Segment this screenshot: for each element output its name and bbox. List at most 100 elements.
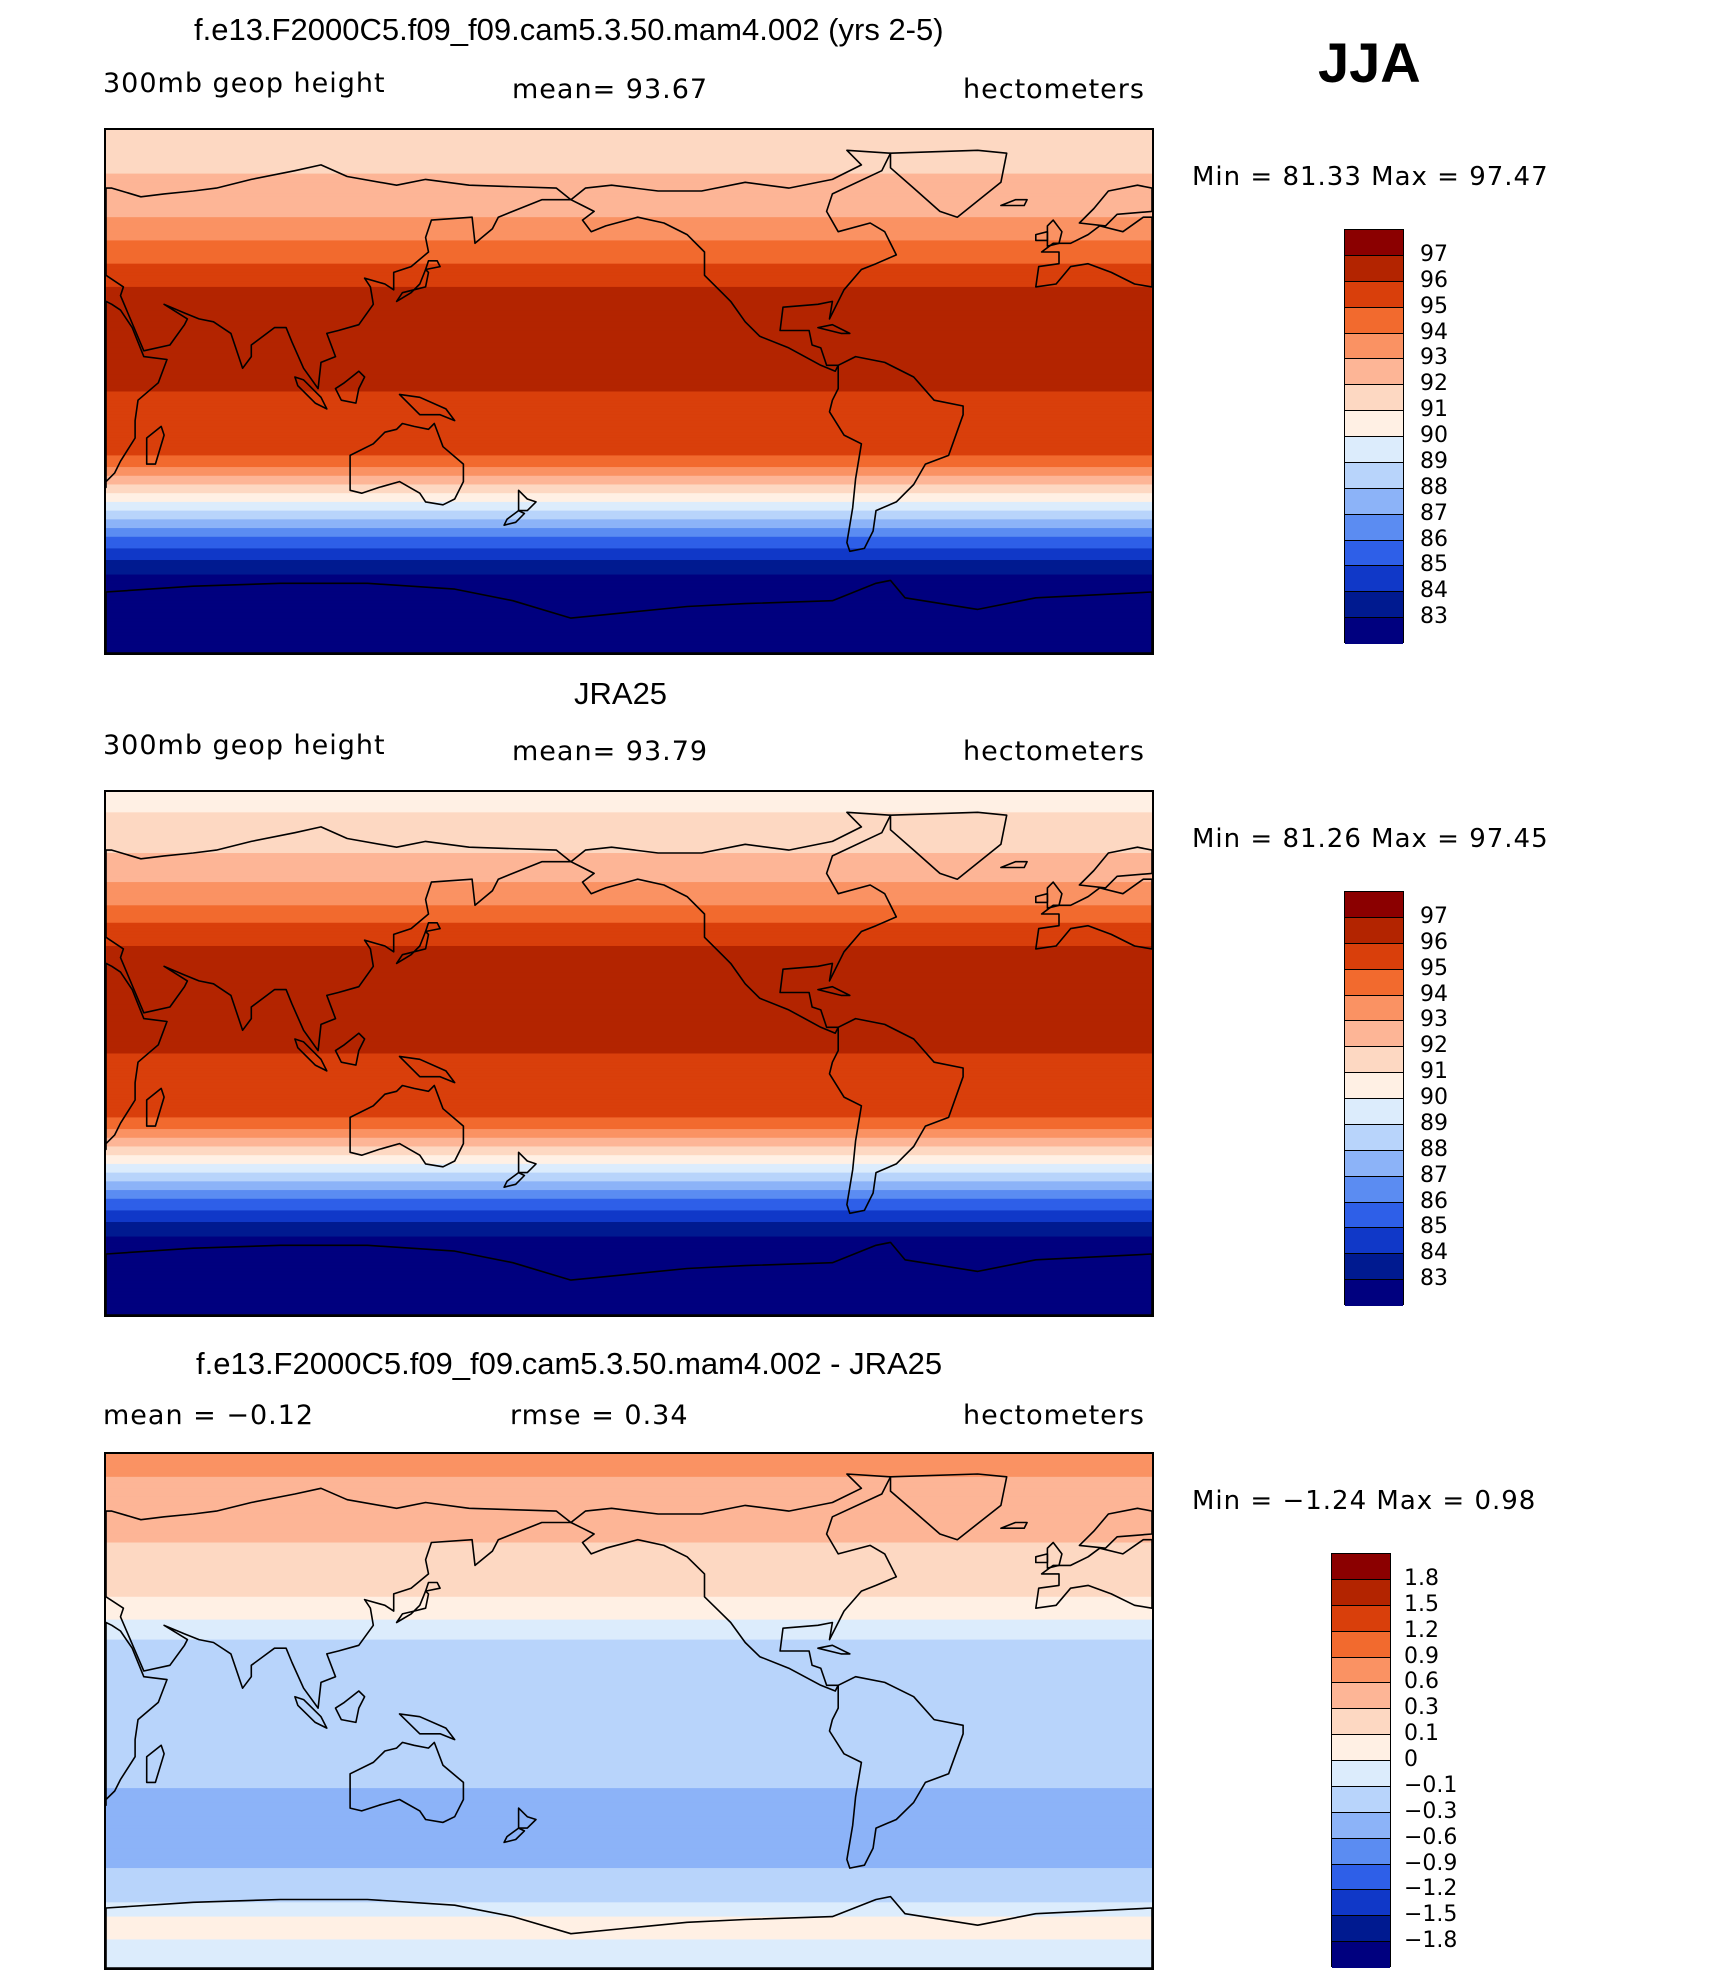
contour-band (106, 1059, 1152, 1063)
contour-band (106, 1608, 1152, 1612)
legend-label: 85 (1420, 552, 1448, 578)
contour-band (106, 1728, 1152, 1732)
coastline (294, 1695, 328, 1729)
contour-band (106, 1965, 1152, 1968)
contour-band (106, 1571, 1152, 1575)
contour-band (106, 1842, 1152, 1846)
contour-band (106, 1662, 1152, 1666)
coastline (503, 1827, 526, 1844)
contour-band (106, 940, 1152, 944)
contour-band (106, 1819, 1152, 1823)
contour-band (106, 475, 1152, 480)
contour-band (106, 1648, 1152, 1652)
contour-band (106, 1631, 1152, 1635)
legend-label: −1.5 (1404, 1902, 1458, 1928)
contour-band (106, 1893, 1152, 1898)
contour-band (106, 513, 1152, 518)
contour-band (106, 1056, 1152, 1060)
contour-band (106, 986, 1152, 991)
contour-band (106, 237, 1152, 242)
contour-band (106, 1496, 1152, 1501)
legend-swatch (1345, 1228, 1403, 1255)
contour-band (106, 1181, 1152, 1185)
coastline (517, 1807, 537, 1829)
contour-band (106, 1591, 1152, 1595)
contour-band (106, 1773, 1152, 1778)
contour-band (106, 887, 1152, 892)
contour-band (106, 1810, 1152, 1815)
coastline (1046, 1541, 1063, 1569)
contour-band (106, 928, 1152, 933)
contour-band (106, 1622, 1152, 1626)
coastline (1078, 1507, 1152, 1549)
contour-band (106, 1776, 1152, 1781)
contour-band (106, 414, 1152, 419)
legend-label: 95 (1420, 955, 1448, 981)
legend-swatch (1332, 1579, 1390, 1606)
legend-label: 97 (1420, 903, 1448, 929)
contour-band (106, 1956, 1152, 1961)
contour-band (106, 1950, 1152, 1955)
contour-band (106, 1813, 1152, 1818)
contour-band (106, 202, 1152, 207)
contour-band (106, 1568, 1152, 1572)
contour-band (106, 1161, 1152, 1165)
contour-band (106, 545, 1152, 549)
contour-band (106, 1262, 1152, 1267)
legend-swatch (1345, 1047, 1403, 1074)
contour-band (106, 626, 1152, 631)
contour-band (106, 1456, 1152, 1461)
contour-band (106, 1653, 1152, 1658)
panel3-minmax: Min = −1.24 Max = 0.98 (1192, 1486, 1537, 1516)
coastline (145, 425, 165, 465)
contour-band (106, 954, 1152, 959)
contour-band (106, 1143, 1152, 1148)
panel2-mean-label: mean= 93.79 (512, 736, 709, 767)
contour-band (106, 821, 1152, 825)
legend-label: 87 (1420, 500, 1448, 526)
coastline (106, 1487, 572, 1709)
coastline (106, 164, 572, 390)
contour-band (106, 1953, 1152, 1958)
contour-band (106, 167, 1152, 172)
contour-band (106, 1576, 1152, 1581)
contour-band (106, 191, 1152, 195)
contour-band (106, 943, 1152, 947)
legend-label: 0 (1404, 1747, 1418, 1772)
contour-band (106, 1015, 1152, 1020)
contour-band (106, 1271, 1152, 1275)
contour-band (106, 394, 1152, 398)
legend-label: 89 (1420, 1110, 1448, 1136)
contour-band (106, 1582, 1152, 1586)
contour-band (106, 1471, 1152, 1475)
legend-swatch (1345, 995, 1403, 1022)
contour-band (106, 1166, 1152, 1171)
contour-band (106, 1548, 1152, 1552)
contour-band (106, 1120, 1152, 1124)
contour-band (106, 1012, 1152, 1017)
contour-band (106, 1753, 1152, 1758)
contour-band (106, 426, 1152, 430)
panel2-map (104, 790, 1154, 1317)
contour-band (106, 173, 1152, 178)
contour-band (106, 1676, 1152, 1681)
contour-band (106, 182, 1152, 186)
coastline (334, 1032, 366, 1066)
legend-swatch (1345, 618, 1403, 644)
coastline (145, 1087, 165, 1127)
contour-band (106, 1251, 1152, 1255)
contour-band (106, 374, 1152, 378)
contour-band (106, 1673, 1152, 1678)
contour-band (106, 969, 1152, 973)
panel3-units-label: hectometers (963, 1400, 1145, 1431)
contour-band (106, 272, 1152, 276)
contour-band (106, 1195, 1152, 1200)
contour-band (106, 368, 1152, 372)
contour-band (106, 330, 1152, 334)
contour-band (106, 829, 1152, 834)
contour-band (106, 1770, 1152, 1775)
contour-band (106, 281, 1152, 285)
contour-band (106, 301, 1152, 305)
contour-band (106, 446, 1152, 451)
contour-band (106, 1111, 1152, 1116)
